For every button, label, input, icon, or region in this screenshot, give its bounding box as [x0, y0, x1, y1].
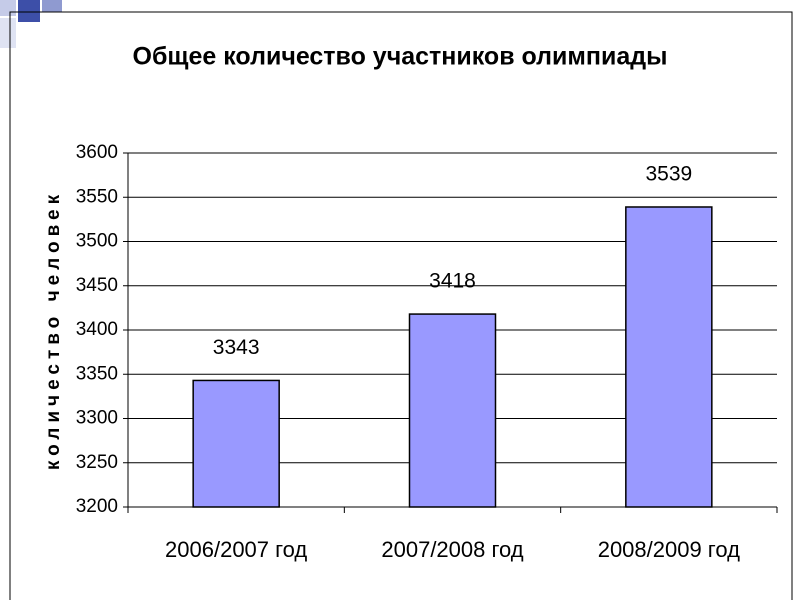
decoration	[42, 0, 62, 12]
y-tick-label: 3450	[76, 275, 118, 296]
bar	[625, 206, 713, 508]
x-tick-label: 2007/2008 год	[381, 537, 523, 562]
y-tick-label: 3600	[76, 142, 118, 163]
bar	[408, 313, 497, 508]
value-label: 3343	[213, 336, 260, 359]
decoration	[0, 0, 16, 16]
y-axis-label: количество человек	[43, 190, 64, 470]
y-tick-label: 3250	[76, 452, 118, 473]
y-tick-label: 3400	[76, 319, 118, 340]
y-tick-label: 3500	[76, 231, 118, 252]
value-label: 3539	[645, 163, 692, 186]
value-label: 3418	[429, 270, 476, 293]
y-tick-label: 3200	[76, 496, 118, 517]
chart-frame	[9, 11, 793, 605]
chart-title: Общее количество участников олимпиады	[133, 43, 668, 71]
y-tick-label: 3350	[76, 363, 118, 384]
decoration	[18, 0, 40, 22]
x-tick-label: 2008/2009 год	[598, 537, 740, 562]
y-tick-label: 3300	[76, 408, 118, 429]
x-tick-label: 2006/2007 год	[165, 537, 307, 562]
y-tick-label: 3550	[76, 186, 118, 207]
decoration	[0, 18, 16, 48]
bar	[192, 379, 280, 508]
